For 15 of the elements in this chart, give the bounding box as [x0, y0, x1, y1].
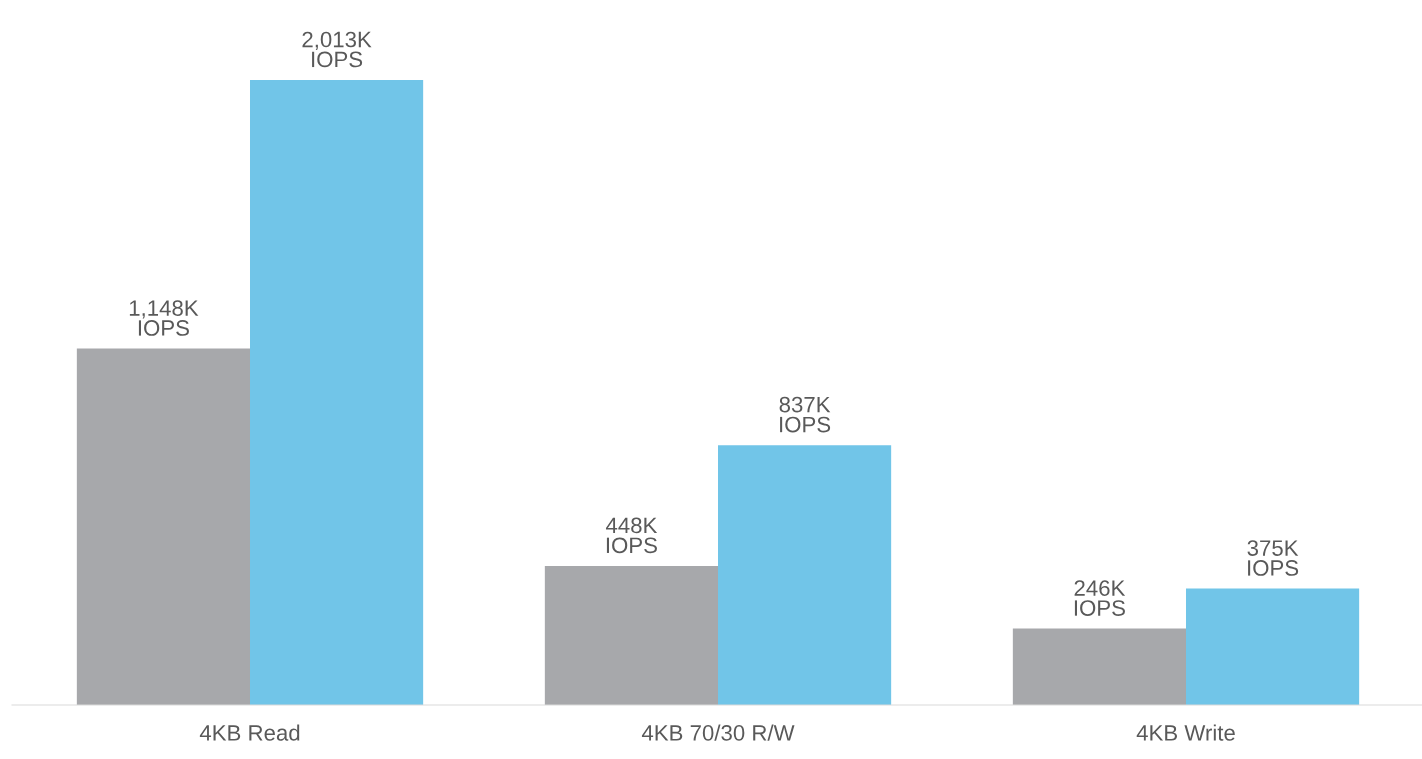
bar	[1012, 628, 1186, 705]
bar	[76, 348, 250, 705]
data-label: 2,013K IOPS	[302, 31, 372, 68]
data-label: 448K IOPS	[605, 517, 658, 554]
bar	[544, 565, 718, 705]
data-label: 837K IOPS	[779, 396, 831, 433]
bar	[250, 80, 424, 705]
x-tick-label: 4KB Write	[1136, 724, 1235, 741]
data-label: 246K IOPS	[1074, 580, 1126, 616]
bar	[718, 445, 892, 705]
x-tick-label: 4KB 70/30 R/W	[641, 724, 795, 741]
data-label: 375K IOPS	[1247, 540, 1299, 576]
x-tick-label: 4KB Read	[199, 724, 300, 741]
bar	[1186, 588, 1360, 705]
data-label: 1,148K IOPS	[129, 300, 199, 336]
